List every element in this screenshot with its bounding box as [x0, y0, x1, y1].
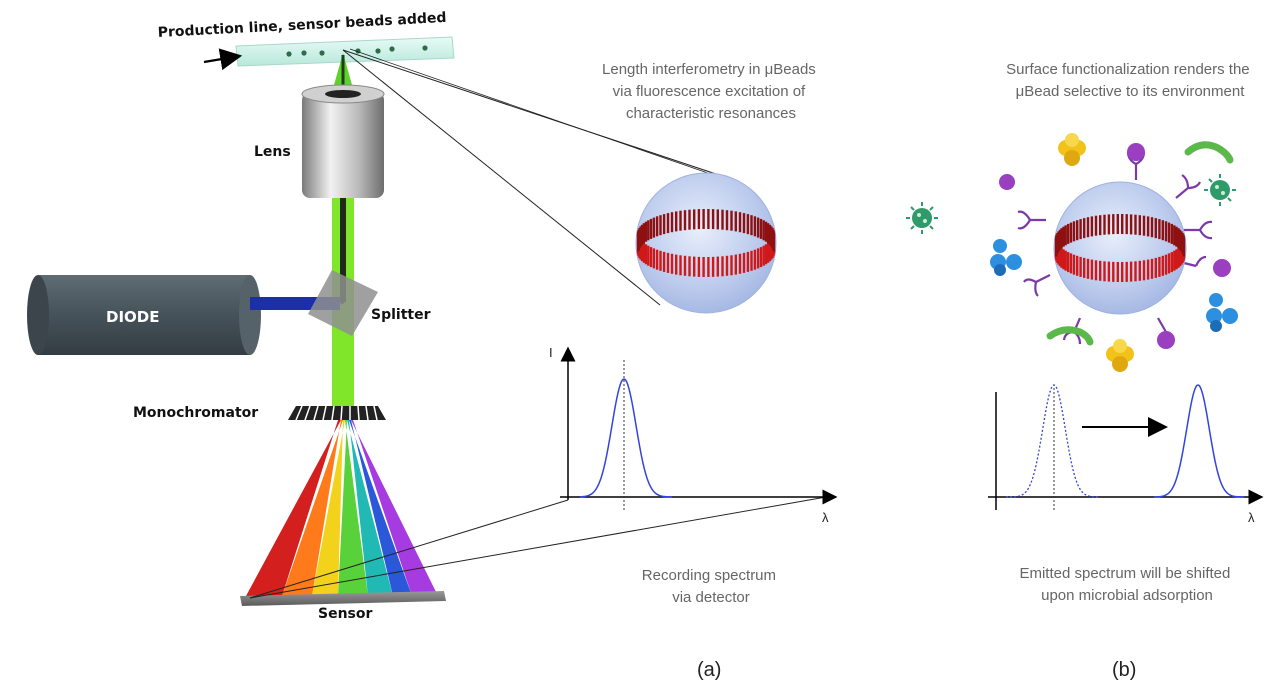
original-spectrum-curve	[1006, 384, 1100, 498]
spectrum-fan	[246, 420, 438, 596]
microbead-b	[1053, 181, 1187, 315]
virus-icon	[906, 202, 938, 234]
resonance-ring	[1054, 214, 1186, 282]
monochromator-grating	[288, 405, 386, 421]
sensor-bead-dot	[286, 51, 292, 57]
monochromator-label: Monochromator	[133, 405, 258, 421]
recording-caption: Recording spectrum via detector	[642, 567, 780, 606]
virus-icon	[999, 143, 1231, 349]
molecule-icon	[990, 239, 1238, 332]
shift-caption: Emitted spectrum will be shifted upon mi…	[1019, 565, 1234, 604]
sensor-label: Sensor	[318, 606, 372, 622]
x-axis-label-a: λ	[822, 510, 829, 525]
interferometry-caption: Length interferometry in μBeads via fluo…	[602, 61, 820, 122]
molecule-icon	[1058, 133, 1134, 372]
beam-splitter	[308, 270, 378, 336]
spectrum-plot-b: λ	[988, 384, 1264, 525]
virus-icon	[1204, 174, 1236, 206]
splitter-label: Splitter	[371, 307, 431, 323]
y-axis-label: I	[549, 345, 553, 360]
flow-arrow	[203, 48, 243, 71]
sensor-plate	[240, 591, 446, 606]
microbead-a	[635, 172, 777, 314]
shifted-spectrum-curve	[1154, 384, 1244, 498]
panel-label-a: (a)	[697, 659, 721, 681]
diode-label: DIODE	[106, 308, 159, 326]
functionalization-caption: Surface functionalization renders the μB…	[1006, 61, 1254, 100]
diode	[27, 275, 261, 355]
lens-label: Lens	[254, 144, 291, 160]
spectrum-curve	[579, 378, 673, 498]
spectrum-plot-a: I λ	[549, 345, 838, 525]
bacterium-icon	[1046, 141, 1234, 346]
lens	[301, 84, 385, 198]
panel-label-b: (b)	[1112, 659, 1136, 681]
resonance-ring	[636, 209, 776, 277]
production-line-label: Production line, sensor beads added	[157, 10, 446, 41]
x-axis-label-b: λ	[1248, 510, 1255, 525]
